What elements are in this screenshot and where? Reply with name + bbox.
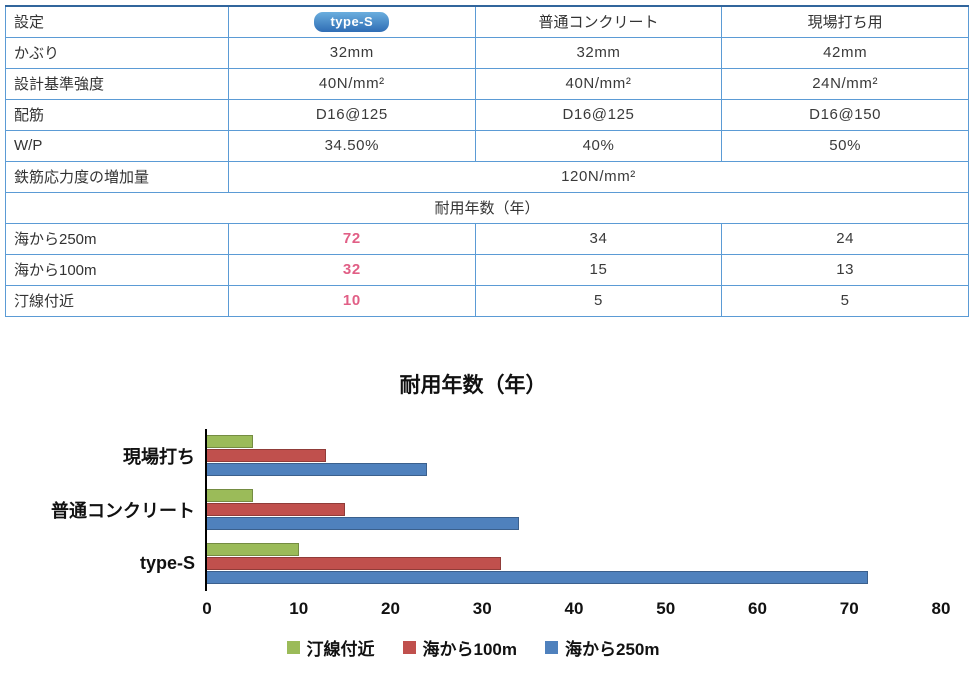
section-header-cell: 耐用年数（年） (5, 191, 969, 224)
row-label-cell: 鉄筋応力度の増加量 (5, 160, 229, 193)
spec-table: 設定 type-S 普通コンクリート 現場打ち用 かぶり 32mm 32mm 42mm 設計基準… (5, 5, 969, 317)
row-label-cell: W/P (5, 129, 229, 162)
table-row: 配筋 D16@125 D16@125 D16@150 (5, 98, 969, 131)
value-cell: 5 (721, 284, 969, 317)
chart-category-label: 普通コンクリート (51, 500, 195, 521)
bar-group (205, 536, 941, 591)
value-cell: 42mm (721, 36, 969, 69)
legend-item: 海から250m (545, 635, 659, 660)
value-cell: D16@125 (474, 98, 723, 131)
legend-swatch (545, 640, 558, 654)
x-tick-label: 60 (748, 598, 767, 618)
bar-汀線付近 (207, 489, 253, 502)
value-cell: 40N/mm² (474, 67, 723, 100)
bar-group (205, 428, 941, 483)
value-cell: 5 (474, 284, 723, 317)
legend-item: 海から100m (402, 635, 517, 660)
table-row-merged: 鉄筋応力度の増加量 120N/mm² (5, 160, 969, 193)
chart-category-row: type-S (5, 536, 941, 591)
chart-category-label: 現場打ち (123, 446, 195, 467)
x-tick-label: 40 (564, 598, 584, 618)
legend-swatch (402, 640, 416, 654)
bar-海から250m (207, 571, 868, 584)
chart-title: 耐用年数（年） (399, 373, 547, 397)
value-cell: 24N/mm² (721, 67, 969, 100)
normal-concrete-header-cell: 普通コンクリート (474, 5, 723, 38)
site-cast-header-cell: 現場打ち用 (721, 5, 969, 38)
x-tick-label: 10 (289, 598, 309, 618)
merged-value-cell: 120N/mm² (228, 160, 969, 193)
type-s-value-cell: 32 (228, 253, 476, 286)
row-label-cell: 設計基準強度 (5, 67, 229, 100)
type-s-header-cell: type-S (228, 5, 476, 38)
table-row: かぶり 32mm 32mm 42mm (5, 36, 969, 69)
type-s-badge: type-S (312, 9, 392, 34)
x-axis-ticks: 0 10 20 30 40 50 60 70 80 (202, 598, 950, 625)
legend-swatch (286, 640, 300, 654)
value-cell: 50% (721, 129, 969, 162)
row-label-cell: 海から250m (5, 222, 229, 255)
row-label-cell: かぶり (5, 36, 229, 69)
table-row: W/P 34.50% 40% 50% (5, 129, 969, 162)
bar-海から100m (207, 449, 327, 462)
value-cell: D16@150 (721, 98, 969, 131)
type-s-value-cell: 10 (228, 284, 476, 317)
header-label-cell: 設定 (5, 5, 229, 38)
x-tick-label: 0 (202, 598, 212, 618)
table-row: 汀線付近 10 5 5 (5, 284, 969, 317)
chart-category-label: type-S (139, 553, 195, 573)
value-cell: 40% (474, 129, 723, 162)
bar-海から100m (207, 503, 345, 516)
chart-category-row: 普通コンクリート (5, 482, 941, 537)
bar-group (205, 482, 941, 537)
legend-label: 海から100m (422, 639, 517, 659)
row-label-cell: 配筋 (5, 98, 229, 131)
x-tick-label: 50 (656, 598, 676, 618)
value-cell: D16@125 (228, 98, 476, 131)
x-tick-label: 70 (839, 598, 859, 618)
x-tick-label: 20 (381, 598, 400, 618)
x-tick-label: 80 (931, 598, 951, 618)
bar-海から250m (207, 463, 428, 476)
table-header-row: 設定 type-S 普通コンクリート 現場打ち用 (5, 5, 969, 38)
type-s-value-cell: 72 (228, 222, 476, 255)
x-tick-label: 30 (472, 598, 492, 618)
value-cell: 13 (721, 253, 969, 286)
value-cell: 15 (474, 253, 723, 286)
section-header-row: 耐用年数（年） (5, 191, 969, 224)
chart-category-row: 現場打ち (5, 428, 941, 483)
bar-汀線付近 (207, 543, 299, 556)
row-label-cell: 汀線付近 (5, 284, 229, 317)
page: 設定 type-S 普通コンクリート 現場打ち用 かぶり 32mm 32mm 42mm 設計基準… (5, 5, 969, 660)
legend-item: 汀線付近 (286, 635, 375, 660)
value-cell: 24 (721, 222, 969, 255)
value-cell: 34.50% (228, 129, 476, 162)
spec-table-body: 設定 type-S 普通コンクリート 現場打ち用 かぶり 32mm 32mm 42mm 設計基準… (5, 5, 969, 317)
value-cell: 32mm (228, 36, 476, 69)
table-row: 海から250m 72 34 24 (5, 222, 969, 255)
durability-chart: 耐用年数（年） 現場打ち普通コンクリート type-S 0 10 20 30 40 50 60… (5, 369, 969, 660)
row-label-cell: 海から100m (5, 253, 229, 286)
plot-area: 現場打ち普通コンクリート type-S (5, 428, 941, 591)
bar-汀線付近 (207, 435, 253, 448)
table-row: 海から100m 32 15 13 (5, 253, 969, 286)
value-cell: 40N/mm² (228, 67, 476, 100)
bar-海から250m (207, 517, 519, 530)
bar-海から100m (207, 557, 501, 570)
table-row: 設計基準強度 40N/mm² 40N/mm² 24N/mm² (5, 67, 969, 100)
legend-label: 汀線付近 (306, 639, 375, 659)
value-cell: 34 (474, 222, 723, 255)
value-cell: 32mm (474, 36, 723, 69)
legend-label: 海から250m (565, 639, 660, 659)
chart-legend: 汀線付近 海から100m 海から250m (5, 635, 941, 660)
